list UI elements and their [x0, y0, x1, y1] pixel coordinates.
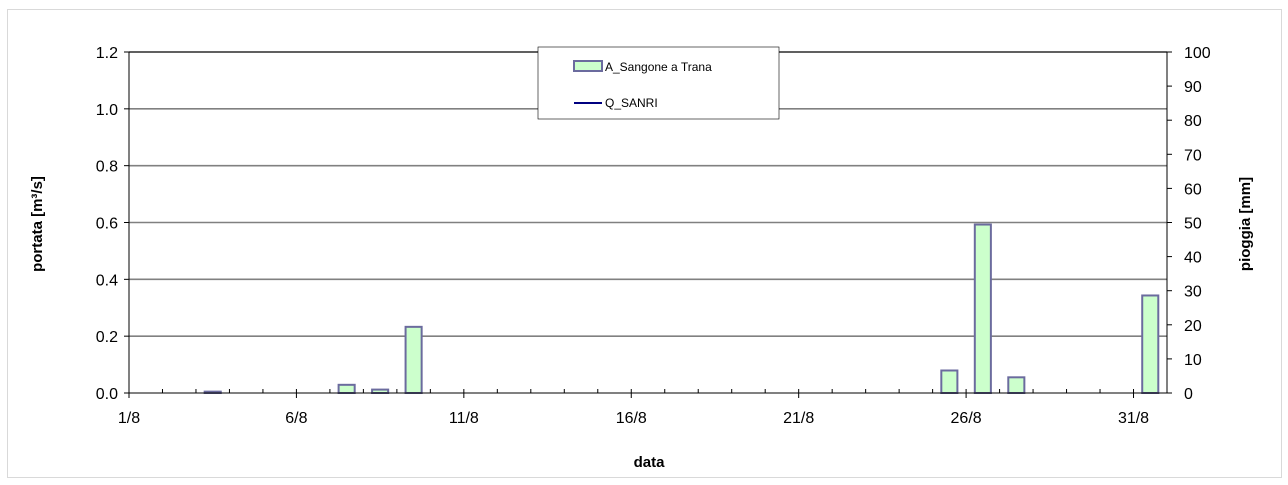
- rain-bar: [1007, 376, 1026, 394]
- y-right-tick-label: 10: [1184, 352, 1202, 369]
- y-axis-right-title: pioggia [mm]: [1237, 177, 1254, 271]
- rain-bar: [940, 369, 959, 394]
- x-tick-label: 16/8: [616, 410, 647, 427]
- y-right-tick-label: 80: [1184, 113, 1202, 130]
- y-right-tick-label: 100: [1184, 45, 1211, 62]
- rain-bar: [371, 388, 390, 394]
- y-right-tick-label: 0: [1184, 386, 1193, 403]
- y-left-tick-label: 0.2: [96, 329, 118, 346]
- x-tick-label: 11/8: [449, 410, 479, 427]
- x-tick-label: 26/8: [951, 410, 982, 427]
- y-axis-left-title: portata [m³/s]: [29, 176, 46, 272]
- y-left-tick-label: 1.2: [96, 45, 118, 62]
- y-left-tick-label: 0.8: [96, 159, 118, 176]
- ticks: 0.0 0.2 0.4 0.6 0.8 1.0 1.2 0 10 20 30 40 50 60 70 80 90…: [96, 45, 1211, 427]
- legend-swatch-bar: [573, 60, 603, 72]
- y-left-tick-label: 1.0: [96, 102, 118, 119]
- legend-box: [537, 46, 780, 120]
- y-right-tick-label: 30: [1184, 284, 1202, 301]
- x-tick-label: 6/8: [285, 410, 307, 427]
- legend-label-rain: A_Sangone a Trana: [605, 60, 712, 74]
- x-tick-label: 1/8: [118, 410, 140, 427]
- rain-bar: [337, 383, 356, 395]
- y-right-tick-label: 60: [1184, 181, 1202, 198]
- y-left-tick-label: 0.0: [96, 386, 118, 403]
- x-tick-label: 31/8: [1118, 410, 1149, 427]
- bars: [203, 223, 1160, 395]
- legend-label-flow: Q_SANRI: [605, 96, 658, 110]
- y-right-tick-label: 20: [1184, 318, 1202, 335]
- rain-bar: [973, 223, 992, 394]
- y-right-tick-label: 50: [1184, 216, 1202, 233]
- y-right-tick-label: 40: [1184, 250, 1202, 267]
- rain-bar: [404, 325, 423, 395]
- y-right-tick-label: 90: [1184, 79, 1202, 96]
- y-left-tick-label: 0.6: [96, 216, 118, 233]
- y-right-tick-label: 70: [1184, 147, 1202, 164]
- y-left-tick-label: 0.4: [96, 272, 118, 289]
- legend: A_Sangone a Trana Q_SANRI: [537, 46, 780, 120]
- x-tick-label: 21/8: [783, 410, 814, 427]
- rain-bar: [1141, 294, 1160, 394]
- x-axis-title: data: [634, 454, 666, 471]
